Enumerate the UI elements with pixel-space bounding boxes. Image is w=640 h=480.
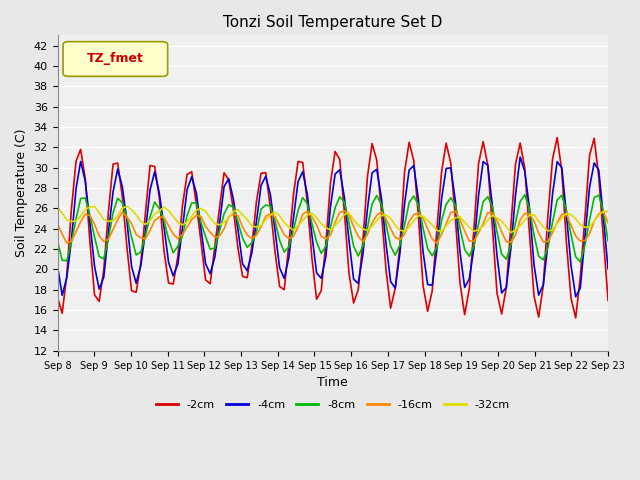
-2cm <box>554 135 561 141</box>
-8cm <box>202 234 209 240</box>
Text: TZ_fmet: TZ_fmet <box>87 52 144 65</box>
-4cm <box>604 266 612 272</box>
-16cm <box>54 221 61 227</box>
Title: Tonzi Soil Temperature Set D: Tonzi Soil Temperature Set D <box>223 15 442 30</box>
-32cm <box>604 209 612 215</box>
-32cm <box>507 230 515 236</box>
-4cm <box>202 261 209 266</box>
-16cm <box>498 229 506 235</box>
Line: -4cm: -4cm <box>58 157 608 297</box>
-8cm <box>595 192 603 198</box>
Line: -32cm: -32cm <box>58 206 608 233</box>
-4cm <box>516 154 524 160</box>
-8cm <box>170 250 177 256</box>
-8cm <box>433 245 441 251</box>
-16cm <box>364 231 371 237</box>
-8cm <box>521 192 529 198</box>
-32cm <box>595 212 603 218</box>
-4cm <box>433 247 441 252</box>
-4cm <box>572 294 579 300</box>
-4cm <box>488 204 496 209</box>
-16cm <box>604 220 612 226</box>
X-axis label: Time: Time <box>317 376 348 389</box>
-4cm <box>54 263 61 269</box>
-32cm <box>54 204 61 210</box>
-16cm <box>433 240 441 246</box>
-8cm <box>54 238 61 244</box>
-2cm <box>488 225 496 230</box>
-32cm <box>364 228 371 233</box>
-2cm <box>433 226 441 232</box>
-16cm <box>340 208 348 214</box>
-16cm <box>442 221 450 227</box>
-2cm <box>54 294 61 300</box>
-8cm <box>359 243 367 249</box>
-2cm <box>202 277 209 283</box>
Line: -16cm: -16cm <box>58 211 608 243</box>
FancyBboxPatch shape <box>63 42 168 76</box>
-4cm <box>359 252 367 258</box>
-4cm <box>170 273 177 278</box>
-16cm <box>202 224 209 229</box>
Y-axis label: Soil Temperature (C): Soil Temperature (C) <box>15 129 28 257</box>
Legend: -2cm, -4cm, -8cm, -16cm, -32cm: -2cm, -4cm, -8cm, -16cm, -32cm <box>151 396 515 415</box>
-2cm <box>359 239 367 244</box>
Line: -8cm: -8cm <box>58 195 608 262</box>
-32cm <box>123 204 131 209</box>
-2cm <box>170 281 177 287</box>
-32cm <box>493 216 501 221</box>
-8cm <box>604 238 612 244</box>
-32cm <box>174 219 182 225</box>
-16cm <box>595 211 603 216</box>
-2cm <box>595 175 603 180</box>
-8cm <box>577 259 584 264</box>
-2cm <box>572 315 579 321</box>
-32cm <box>438 228 445 234</box>
-4cm <box>595 168 603 173</box>
-2cm <box>604 298 612 303</box>
-32cm <box>206 215 214 221</box>
-8cm <box>488 204 496 209</box>
-16cm <box>170 231 177 237</box>
Line: -2cm: -2cm <box>58 138 608 318</box>
